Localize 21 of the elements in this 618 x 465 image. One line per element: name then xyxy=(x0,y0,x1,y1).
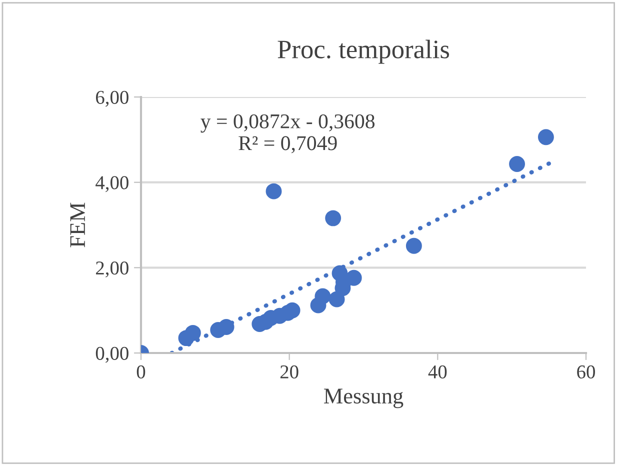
point xyxy=(406,238,422,254)
x-tick-label: 40 xyxy=(428,365,447,378)
point xyxy=(538,129,554,146)
point xyxy=(314,288,331,304)
y-tick-label: 0,00 xyxy=(96,346,128,363)
x-axis-title: Messung xyxy=(324,388,404,408)
y-tick-label: 6,00 xyxy=(96,90,128,107)
point xyxy=(346,270,362,286)
y-axis-title: FEM xyxy=(70,202,85,248)
x-tick-label: 20 xyxy=(280,365,298,378)
point xyxy=(509,156,526,172)
chart-title: Proc. temporalis xyxy=(278,40,450,64)
point xyxy=(325,210,342,226)
y-tick-label: 2,00 xyxy=(96,261,128,278)
y-tick-label: 4,00 xyxy=(96,176,128,192)
point xyxy=(218,318,234,335)
point xyxy=(184,324,201,341)
x-tick-label: 0 xyxy=(136,365,146,378)
point xyxy=(266,183,282,200)
x-tick-label: 60 xyxy=(577,365,595,378)
annotation: y = 0,0872x - 0,3608 R² = 0,7049 xyxy=(200,114,375,154)
